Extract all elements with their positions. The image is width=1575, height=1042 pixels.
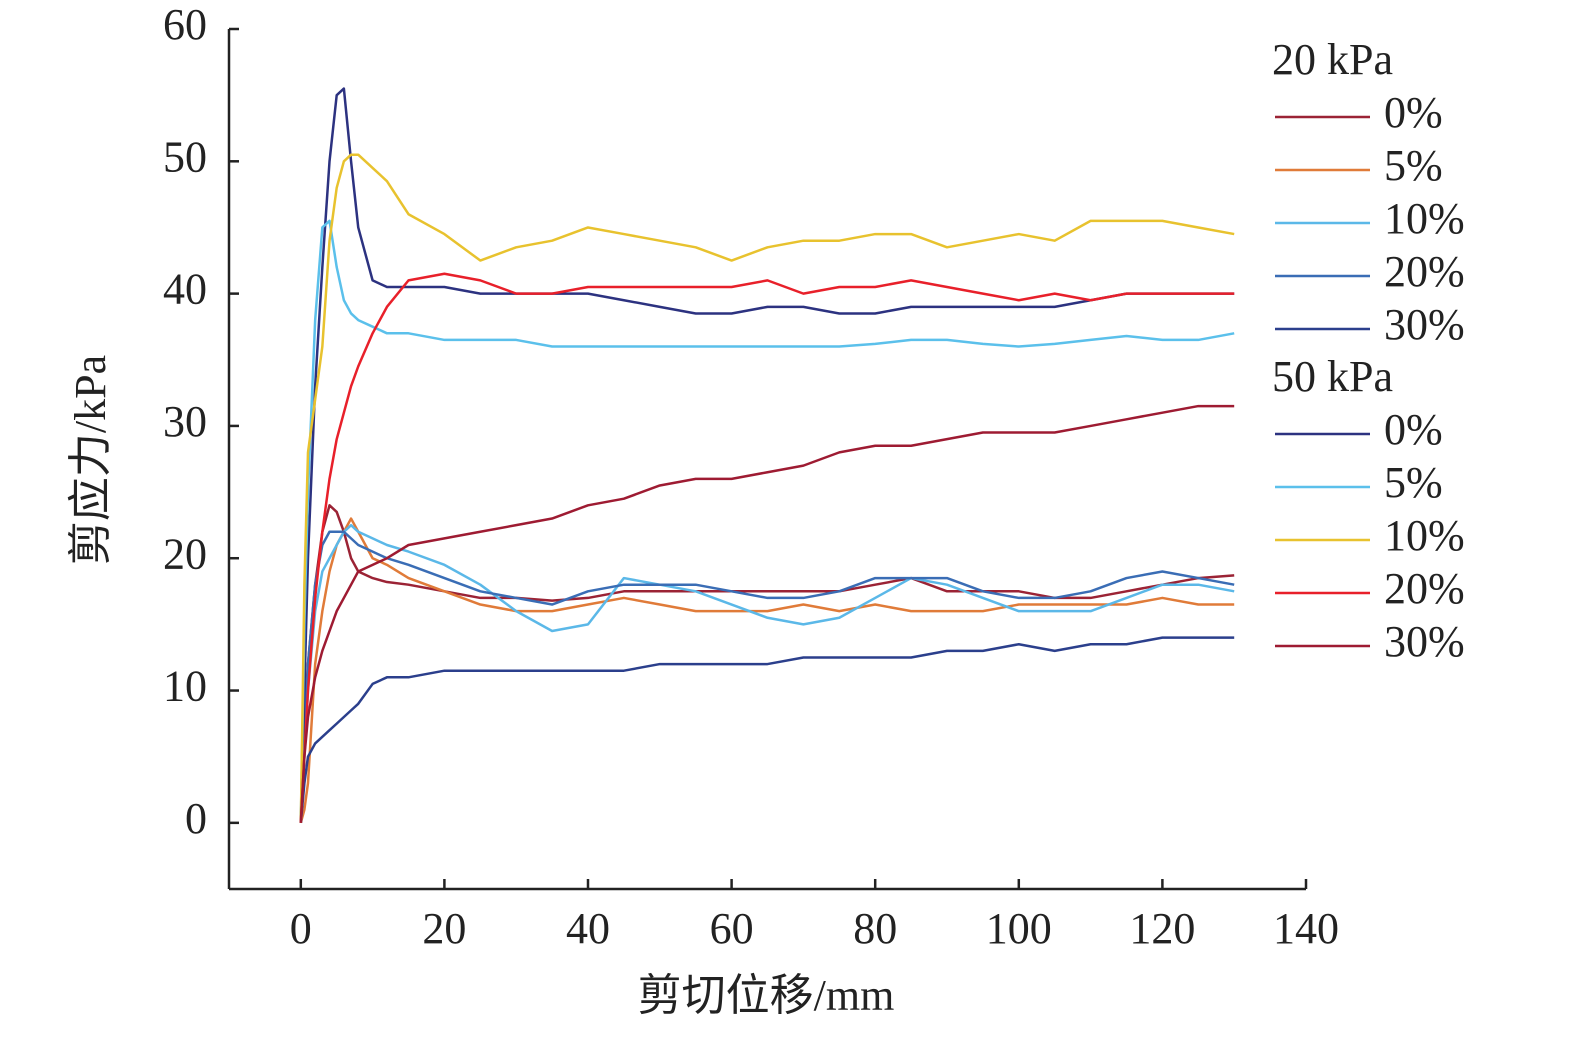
series-line [299, 272, 1235, 823]
series-line [299, 504, 1235, 823]
series-line [299, 404, 1235, 823]
x-tick-label: 100 [986, 904, 1052, 953]
legend-label: 10% [1384, 194, 1465, 243]
legend-title: 20 kPa [1272, 35, 1393, 84]
legend-label: 30% [1384, 300, 1465, 349]
series-line [299, 87, 1235, 823]
y-tick-label: 20 [163, 529, 207, 578]
series-line [299, 530, 1235, 823]
series-line [299, 636, 1235, 823]
series-line [299, 219, 1235, 823]
y-axis-label: 剪应力/kPa [66, 355, 115, 565]
legend-label: 10% [1384, 511, 1465, 560]
legend-label: 30% [1384, 617, 1465, 666]
y-tick-label: 0 [185, 794, 207, 843]
x-tick-label: 140 [1273, 904, 1339, 953]
x-tick-label: 20 [422, 904, 466, 953]
y-tick-label: 30 [163, 397, 207, 446]
x-tick-label: 0 [290, 904, 312, 953]
x-tick-label: 60 [710, 904, 754, 953]
legend-label: 20% [1384, 564, 1465, 613]
legend-label: 0% [1384, 88, 1443, 137]
y-tick-label: 10 [163, 662, 207, 711]
x-axis-label: 剪切位移/mm [638, 971, 895, 1020]
x-tick-label: 80 [853, 904, 897, 953]
y-tick-label: 40 [163, 265, 207, 314]
legend-label: 5% [1384, 141, 1443, 190]
x-tick-label: 40 [566, 904, 610, 953]
y-tick-label: 50 [163, 132, 207, 181]
series-line [299, 153, 1235, 823]
legend-label: 20% [1384, 247, 1465, 296]
x-tick-label: 120 [1129, 904, 1195, 953]
legend-label: 5% [1384, 458, 1443, 507]
legend-label: 0% [1384, 405, 1443, 454]
series-line [299, 523, 1235, 823]
legend-title: 50 kPa [1272, 352, 1393, 401]
y-tick-label: 60 [163, 0, 207, 49]
